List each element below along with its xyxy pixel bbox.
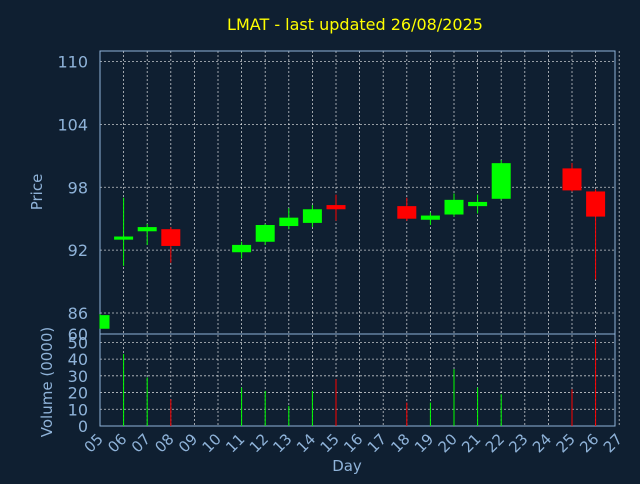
candle-body bbox=[586, 191, 606, 217]
price-tick-label: 110 bbox=[57, 52, 88, 71]
x-tick-label: 19 bbox=[411, 430, 437, 456]
x-tick-label: 06 bbox=[104, 430, 130, 456]
candle-body bbox=[326, 205, 346, 210]
candle-body bbox=[302, 209, 322, 223]
candle-body bbox=[562, 168, 582, 191]
candle-body bbox=[114, 236, 134, 240]
volume-tick-label: 30 bbox=[68, 367, 88, 386]
candle-body bbox=[444, 199, 464, 215]
x-tick-label: 10 bbox=[199, 430, 225, 456]
x-tick-label: 22 bbox=[482, 430, 508, 456]
candle-body bbox=[100, 315, 110, 329]
x-tick-labels: 0506070809101112131415161718192021222324… bbox=[81, 430, 626, 456]
x-tick-label: 26 bbox=[576, 430, 602, 456]
price-tick-label: 104 bbox=[57, 115, 88, 134]
price-tick-label: 60 bbox=[68, 325, 88, 344]
candles bbox=[99, 160, 606, 329]
x-tick-label: 18 bbox=[387, 430, 413, 456]
volume-panel-frame bbox=[99, 333, 616, 427]
candle-body bbox=[468, 201, 488, 207]
x-tick-label: 17 bbox=[364, 430, 390, 456]
candle-body bbox=[491, 163, 511, 199]
x-tick-label: 21 bbox=[458, 430, 484, 456]
grid-lines bbox=[99, 51, 620, 426]
price-tick-label: 98 bbox=[68, 178, 88, 197]
price-panel-frame bbox=[99, 50, 616, 335]
candle-body bbox=[137, 227, 157, 232]
x-tick-label: 11 bbox=[222, 430, 248, 456]
candle-body bbox=[232, 244, 252, 253]
volume-tick-label: 10 bbox=[68, 400, 88, 419]
x-axis-label: Day bbox=[332, 457, 362, 475]
volume-bars bbox=[123, 339, 597, 426]
volume-tick-label: 0 bbox=[78, 417, 88, 436]
x-tick-label: 20 bbox=[435, 430, 461, 456]
candle-body bbox=[255, 224, 275, 242]
candle-body bbox=[420, 215, 440, 220]
x-tick-label: 14 bbox=[293, 430, 319, 456]
panel-frames bbox=[99, 50, 616, 427]
price-tick-label: 92 bbox=[68, 241, 88, 260]
x-tick-label: 12 bbox=[246, 430, 272, 456]
volume-tick-label: 20 bbox=[68, 384, 88, 403]
x-tick-label: 15 bbox=[317, 430, 343, 456]
candle-body bbox=[279, 217, 299, 227]
volume-axis-label: Volume (0000) bbox=[38, 327, 56, 437]
x-tick-label: 23 bbox=[505, 430, 531, 456]
volume-tick-label: 40 bbox=[68, 350, 88, 369]
x-tick-label: 08 bbox=[151, 430, 177, 456]
price-axis-label: Price bbox=[28, 174, 46, 211]
volume-tick-label: 50 bbox=[68, 333, 88, 352]
x-tick-label: 16 bbox=[340, 430, 366, 456]
candle-body bbox=[397, 206, 417, 219]
x-tick-label: 24 bbox=[529, 430, 555, 456]
x-tick-label: 07 bbox=[128, 430, 154, 456]
chart-title: LMAT - last updated 26/08/2025 bbox=[227, 15, 483, 34]
price-tick-label: 86 bbox=[68, 304, 88, 323]
candle-body bbox=[161, 229, 181, 246]
x-tick-label: 25 bbox=[553, 430, 579, 456]
x-tick-label: 09 bbox=[175, 430, 201, 456]
x-tick-label: 13 bbox=[269, 430, 295, 456]
x-tick-label: 27 bbox=[600, 430, 626, 456]
